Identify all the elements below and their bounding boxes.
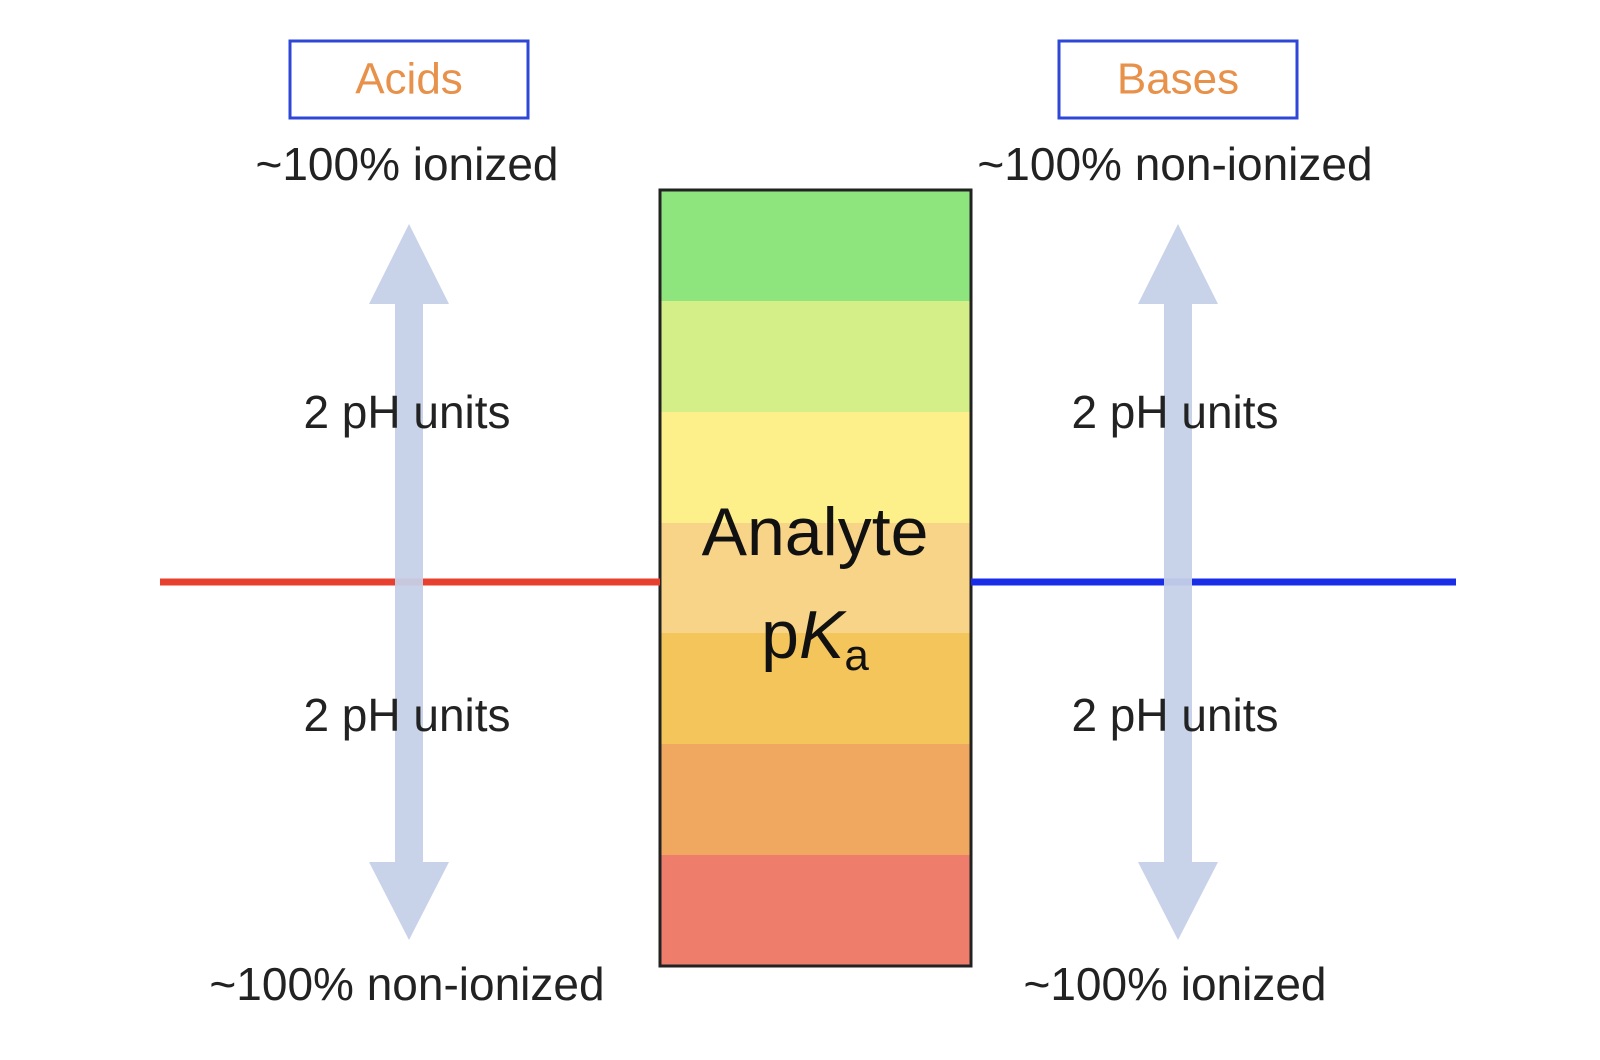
double-arrow bbox=[1138, 224, 1218, 940]
acids-title: Acids bbox=[355, 55, 463, 104]
bases-bottom: ~100% ionized bbox=[1023, 958, 1326, 1010]
bases-upper-span: 2 pH units bbox=[1071, 386, 1278, 438]
acids-top: ~100% ionized bbox=[255, 138, 558, 190]
pka-label: pKa bbox=[761, 597, 869, 680]
bases-title: Bases bbox=[1117, 55, 1239, 104]
band bbox=[660, 855, 971, 966]
acids-lower-span: 2 pH units bbox=[303, 689, 510, 741]
bases-top: ~100% non-ionized bbox=[977, 138, 1372, 190]
scale-border bbox=[658, 188, 973, 968]
acids-upper-span: 2 pH units bbox=[303, 386, 510, 438]
band bbox=[660, 744, 971, 855]
pka-k: K bbox=[799, 597, 847, 673]
bases-lower-span: 2 pH units bbox=[1071, 689, 1278, 741]
acids-bottom: ~100% non-ionized bbox=[209, 958, 604, 1010]
pka-p: p bbox=[761, 597, 799, 673]
label-box bbox=[1057, 39, 1299, 120]
band bbox=[660, 523, 971, 633]
pka-scale bbox=[658, 188, 973, 968]
band bbox=[660, 633, 971, 744]
analyte-label: Analyte bbox=[702, 494, 929, 570]
band bbox=[660, 412, 971, 523]
double-arrow bbox=[369, 224, 449, 940]
band bbox=[660, 301, 971, 412]
label-box bbox=[288, 39, 530, 120]
pka-sub: a bbox=[844, 631, 869, 680]
band bbox=[660, 190, 971, 301]
